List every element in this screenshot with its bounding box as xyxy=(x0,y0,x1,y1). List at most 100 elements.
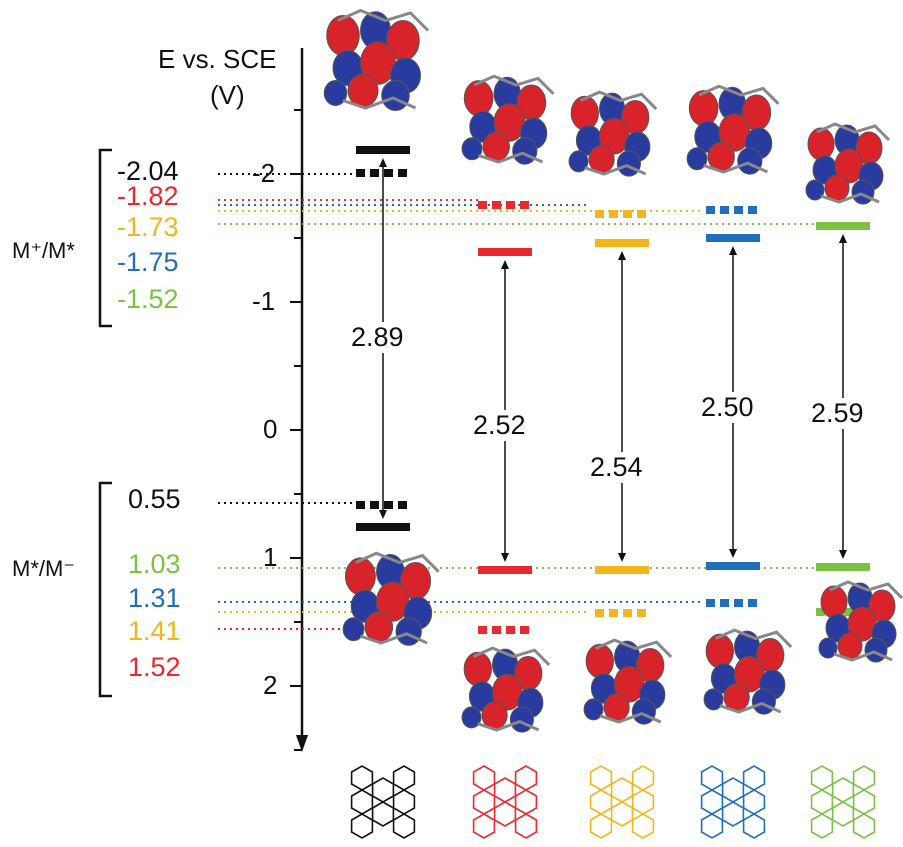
structure-ring xyxy=(350,789,374,815)
orbital-image-upper xyxy=(323,8,430,111)
level-bar-solid xyxy=(595,566,649,574)
molecular-skeleton xyxy=(816,122,891,204)
gap-arrowhead-down xyxy=(839,550,847,559)
structure-ring xyxy=(631,813,655,839)
structure-ring xyxy=(742,765,766,791)
structure-ring xyxy=(852,765,876,791)
potential-value: 1.31 xyxy=(128,583,181,613)
orbital-lobe xyxy=(568,150,589,173)
structure-ring xyxy=(700,765,724,791)
gap-value: 2.89 xyxy=(349,322,406,353)
gap-arrowhead-up xyxy=(618,251,626,260)
molecular-skeleton xyxy=(472,646,551,732)
potential-value: -2.04 xyxy=(117,156,179,186)
orbital-lobe xyxy=(326,15,360,56)
orbital-lobe xyxy=(570,95,599,131)
molecular-structure xyxy=(700,765,766,839)
structure-ring xyxy=(350,813,374,839)
level-bar-solid xyxy=(478,248,532,256)
orbital-lobe xyxy=(583,698,604,721)
structure-ring xyxy=(631,765,655,791)
molecular-structure xyxy=(350,765,416,839)
orbital-image-upper xyxy=(686,84,780,175)
structure-ring xyxy=(721,801,745,827)
gap-value: 2.50 xyxy=(699,392,756,423)
structure-ring xyxy=(493,801,517,827)
structure-ring xyxy=(392,765,416,791)
structure-ring xyxy=(742,789,766,815)
molecular-skeleton xyxy=(829,580,903,662)
molecular-skeleton xyxy=(473,74,555,164)
potential-value: 1.03 xyxy=(128,549,181,579)
orbital-lobe xyxy=(461,137,483,161)
level-bar-solid xyxy=(816,222,870,230)
orbital-lobe xyxy=(344,557,376,596)
gap-arrowhead-down xyxy=(618,553,626,562)
orbital-image-lower xyxy=(583,638,673,725)
potential-value: 1.52 xyxy=(128,652,181,682)
orbital-lobe xyxy=(347,73,379,108)
orbital-lobe xyxy=(364,611,394,643)
orbital-lobe xyxy=(631,698,656,725)
orbital-image-lower xyxy=(461,646,551,733)
axis-tick-label: 1 xyxy=(263,542,278,572)
potential-value: -1.75 xyxy=(117,247,179,277)
orbital-lobe xyxy=(461,706,482,729)
structure-ring xyxy=(371,777,395,803)
structure-ring xyxy=(810,813,834,839)
structure-ring xyxy=(700,813,724,839)
orbital-lobe xyxy=(751,688,776,715)
orbital-lobe xyxy=(342,617,365,642)
structure-ring xyxy=(831,777,855,803)
structure-ring xyxy=(742,813,766,839)
structure-ring xyxy=(589,789,613,815)
axis-tick-label: -1 xyxy=(252,286,276,316)
molecular-structure xyxy=(589,765,655,839)
orbital-lobe xyxy=(703,688,724,711)
orbital-lobe xyxy=(688,90,719,127)
gap-arrowhead-down xyxy=(729,549,737,558)
gap-arrowhead-up xyxy=(839,234,847,243)
molecular-structure xyxy=(472,765,538,839)
gap-arrowhead-down xyxy=(501,553,509,562)
structure-ring xyxy=(514,765,538,791)
bracket-reduction xyxy=(98,481,112,698)
structure-ring xyxy=(472,765,496,791)
orbital-lobe xyxy=(323,80,348,106)
structure-ring xyxy=(852,813,876,839)
orbital-lobe xyxy=(686,147,708,171)
orbital-lobe xyxy=(705,633,734,669)
structure-ring xyxy=(831,801,855,827)
structure-ring xyxy=(392,789,416,815)
structure-ring xyxy=(493,777,517,803)
orbital-lobe xyxy=(807,127,835,161)
potential-value: 1.41 xyxy=(128,616,181,646)
orbital-lobe xyxy=(820,585,848,619)
orbital-image-upper xyxy=(568,90,658,177)
gap-arrowhead-down xyxy=(379,510,387,519)
structure-ring xyxy=(610,777,634,803)
level-bar-solid xyxy=(356,523,410,531)
orbital-lobe xyxy=(616,150,641,177)
axis-tick-label: 0 xyxy=(263,414,278,444)
structure-ring xyxy=(472,789,496,815)
orbital-lobe xyxy=(818,637,838,659)
structure-ring xyxy=(852,789,876,815)
level-bar-solid xyxy=(595,239,649,247)
orbital-image-lower xyxy=(818,580,903,663)
orbital-lobe xyxy=(805,179,825,201)
structure-ring xyxy=(631,789,655,815)
gap-value: 2.54 xyxy=(588,452,645,483)
molecular-skeleton xyxy=(594,638,673,724)
orbital-lobe xyxy=(585,643,614,679)
axis-title-line2: (V) xyxy=(210,80,245,110)
level-bar-solid xyxy=(706,234,760,242)
axis-tick-label: -2 xyxy=(252,158,276,188)
orbital-image-lower xyxy=(703,628,793,715)
structure-ring xyxy=(472,813,496,839)
axis-tick-label: 2 xyxy=(263,670,278,700)
structure-ring xyxy=(392,813,416,839)
gap-value: 2.52 xyxy=(471,410,528,441)
orbital-lobe xyxy=(381,80,410,111)
